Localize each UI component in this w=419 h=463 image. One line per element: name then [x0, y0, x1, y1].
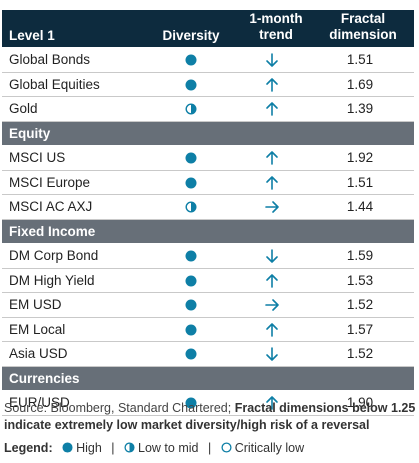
fractal-value: 1.51 [346, 174, 374, 190]
table-row: MSCI US 1.92 [2, 146, 414, 171]
high-diversity-icon [185, 275, 197, 286]
arrow-right-icon [265, 299, 279, 311]
asset-name: EM Local [9, 321, 66, 337]
table-row: EM Local 1.57 [2, 317, 414, 342]
table-row: DM Corp Bond 1.59 [2, 244, 414, 269]
table-row: Asia USD 1.52 [2, 342, 414, 367]
fractal-value: 1.57 [346, 321, 374, 337]
arrow-up-icon [266, 102, 278, 116]
high-diversity-icon [185, 79, 197, 90]
header-trend-line1: 1-month [249, 11, 303, 26]
fractal-value: 1.39 [346, 101, 374, 116]
asset-name: MSCI Europe [9, 174, 91, 190]
header-fractal-line2: dimension [329, 27, 397, 42]
table-row: MSCI AC AXJ 1.44 [2, 195, 414, 220]
asset-name: Global Equities [9, 76, 100, 92]
section-title: Currencies [9, 370, 80, 386]
high-diversity-icon [62, 442, 73, 453]
asset-name: MSCI US [9, 150, 66, 165]
footer-note-bold: Fractal dimensions below 1.25 indicate e… [4, 401, 416, 432]
asset-name: EUR/USD [9, 395, 70, 410]
arrow-down-icon [266, 249, 278, 263]
fractal-value: 1.92 [346, 150, 374, 165]
low-to-mid-diversity-icon [185, 201, 197, 213]
asset-name: EM USD [9, 297, 62, 312]
arrow-up-icon [266, 396, 278, 410]
fractal-value: 1.44 [346, 199, 374, 214]
arrow-down-icon [266, 347, 278, 361]
high-diversity-icon [185, 177, 197, 188]
legend-high: High [76, 441, 102, 455]
fractal-value: 1.90 [346, 395, 374, 410]
legend-separator: | [111, 441, 115, 455]
section-header: Fixed Income [2, 219, 414, 244]
table-row: EM USD 1.52 [2, 293, 414, 318]
table-row: Gold 1.39 [2, 97, 414, 122]
fractal-value: 1.52 [346, 297, 374, 312]
table-row: Global Equities 1.69 [2, 72, 414, 97]
header-diversity: Diversity [162, 28, 220, 43]
header-fractal: Fractal dimension [320, 11, 406, 43]
footer-source: Source: Bloomberg, Standard Chartered; [4, 401, 232, 415]
asset-name: Gold [9, 101, 38, 116]
fractal-value: 1.51 [346, 52, 374, 67]
section-header: Equity [2, 121, 414, 146]
asset-name: DM Corp Bond [9, 248, 99, 263]
asset-name: MSCI AC AXJ [9, 199, 93, 214]
fractal-value: 1.52 [346, 346, 374, 361]
table-row: DM High Yield 1.53 [2, 268, 414, 293]
legend-label: Legend: [4, 441, 53, 455]
header-level: Level 1 [9, 28, 55, 43]
legend-separator: | [207, 441, 212, 455]
arrow-down-icon [266, 53, 278, 67]
table-row: EUR/USD 1.90 [2, 391, 414, 416]
cropped-title [0, 0, 419, 10]
high-diversity-icon [185, 250, 197, 262]
asset-name: Global Bonds [9, 52, 91, 67]
arrow-up-icon [266, 151, 278, 165]
arrow-up-icon [266, 77, 278, 92]
asset-name: DM High Yield [9, 272, 95, 288]
fractal-value: 1.59 [346, 248, 374, 263]
critically-low-diversity-icon [221, 442, 232, 453]
table-row: MSCI Europe 1.51 [2, 170, 414, 195]
high-diversity-icon [185, 299, 197, 311]
asset-name: Asia USD [9, 346, 68, 361]
section-title: Fixed Income [9, 223, 96, 239]
high-diversity-icon [185, 324, 197, 335]
header-trend-line2: trend [259, 27, 293, 42]
section-header: Currencies [2, 366, 414, 391]
legend: Legend: High | Low to mid | Critically l… [4, 441, 304, 455]
arrow-up-icon [266, 273, 278, 288]
arrow-up-icon [266, 175, 278, 190]
footer-note: Source: Bloomberg, Standard Chartered; F… [4, 400, 416, 434]
legend-low-to-mid: Low to mid [138, 441, 199, 455]
arrow-up-icon [266, 322, 278, 337]
fractal-value: 1.69 [346, 76, 374, 92]
high-diversity-icon [185, 397, 197, 409]
high-diversity-icon [185, 348, 197, 360]
arrow-right-icon [265, 201, 279, 213]
fractal-value: 1.53 [346, 272, 374, 288]
table-header: Level 1 Diversity 1-month trend Fractal … [2, 10, 414, 47]
table-body: Global Bonds 1.51 Global Equities 1.69 Gold 1… [2, 48, 414, 416]
legend-critically-low: Critically low [234, 441, 305, 455]
high-diversity-icon [185, 152, 197, 164]
header-trend: 1-month trend [237, 11, 315, 43]
low-to-mid-diversity-icon [185, 103, 197, 115]
section-title: Equity [9, 125, 51, 141]
high-diversity-icon [185, 54, 197, 66]
header-fractal-line1: Fractal [340, 11, 386, 26]
table-row: Global Bonds 1.51 [2, 48, 414, 73]
low-to-mid-diversity-icon [124, 442, 135, 453]
